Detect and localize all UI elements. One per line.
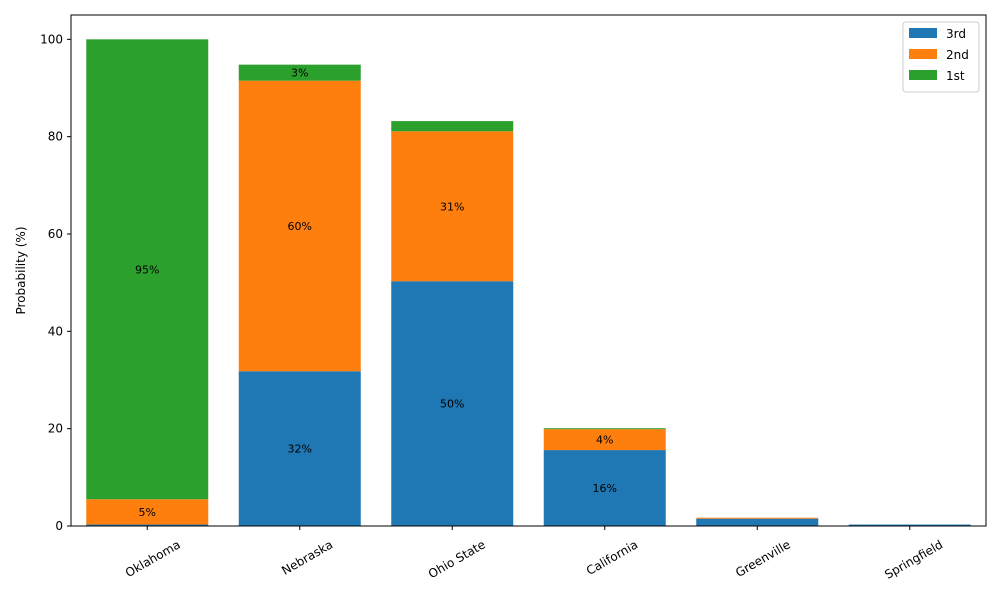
- x-tick-label: Ohio State: [426, 537, 488, 581]
- data-label: 3%: [291, 67, 308, 80]
- bar-1st-nebraska: [238, 64, 361, 81]
- y-axis-label: Probability (%): [14, 226, 28, 314]
- bar-2nd-greenville: [696, 517, 819, 519]
- bar-3rd-oklahoma: [86, 524, 209, 526]
- x-tick-label: Greenville: [733, 537, 793, 580]
- bars-group: [86, 39, 971, 526]
- bar-3rd-springfield: [848, 524, 971, 526]
- y-tick-label: 40: [48, 324, 63, 338]
- y-tick-label: 0: [55, 519, 63, 533]
- x-axis: Oklahoma Nebraska Ohio State California Gree…: [123, 526, 945, 582]
- legend-entry-3rd: 3rd: [946, 27, 966, 41]
- data-label: 60%: [288, 220, 312, 233]
- y-tick-label: 80: [48, 130, 63, 144]
- data-label: 16%: [593, 482, 617, 495]
- bar-2nd-california: [543, 429, 666, 451]
- bar-1st-oklahoma: [86, 39, 209, 500]
- legend-entry-2nd: 2nd: [946, 48, 969, 62]
- data-label: 50%: [440, 398, 464, 411]
- bar-1st-california: [543, 428, 666, 430]
- legend: 3rd 2nd 1st: [902, 21, 980, 93]
- data-label: 31%: [440, 200, 464, 213]
- y-tick-label: 100: [40, 32, 63, 46]
- data-label: 32%: [288, 443, 312, 456]
- bar-3rd-greenville: [696, 518, 819, 526]
- bar-2nd-ohio-state: [391, 131, 514, 282]
- bar-1st-ohio-state: [391, 121, 514, 132]
- x-tick-label: Oklahoma: [123, 537, 183, 580]
- x-tick-label: Springfield: [882, 537, 945, 581]
- bar-2nd-oklahoma: [86, 499, 209, 525]
- bar-3rd-california: [543, 450, 666, 526]
- bar-2nd-nebraska: [238, 80, 361, 372]
- bar-3rd-ohio-state: [391, 281, 514, 526]
- legend-entry-1st: 1st: [946, 69, 965, 83]
- plot-frame: [70, 14, 987, 527]
- data-label: 95%: [135, 263, 159, 276]
- x-tick-label: Nebraska: [279, 537, 335, 577]
- y-tick-label: 60: [48, 227, 63, 241]
- x-tick-label: California: [584, 537, 640, 578]
- data-label: 4%: [596, 434, 613, 447]
- y-axis: 0 20 40 60 80 100 Probability (%): [14, 32, 71, 533]
- data-label: 5%: [139, 506, 156, 519]
- data-labels-group: 5% 95% 32% 60% 3% 50% 31% 16% 4%: [135, 67, 617, 519]
- bar-3rd-nebraska: [238, 371, 361, 526]
- y-tick-label: 20: [48, 422, 63, 436]
- legend-swatch-3rd: [909, 28, 937, 38]
- legend-swatch-1st: [909, 70, 937, 80]
- legend-swatch-2nd: [909, 49, 937, 59]
